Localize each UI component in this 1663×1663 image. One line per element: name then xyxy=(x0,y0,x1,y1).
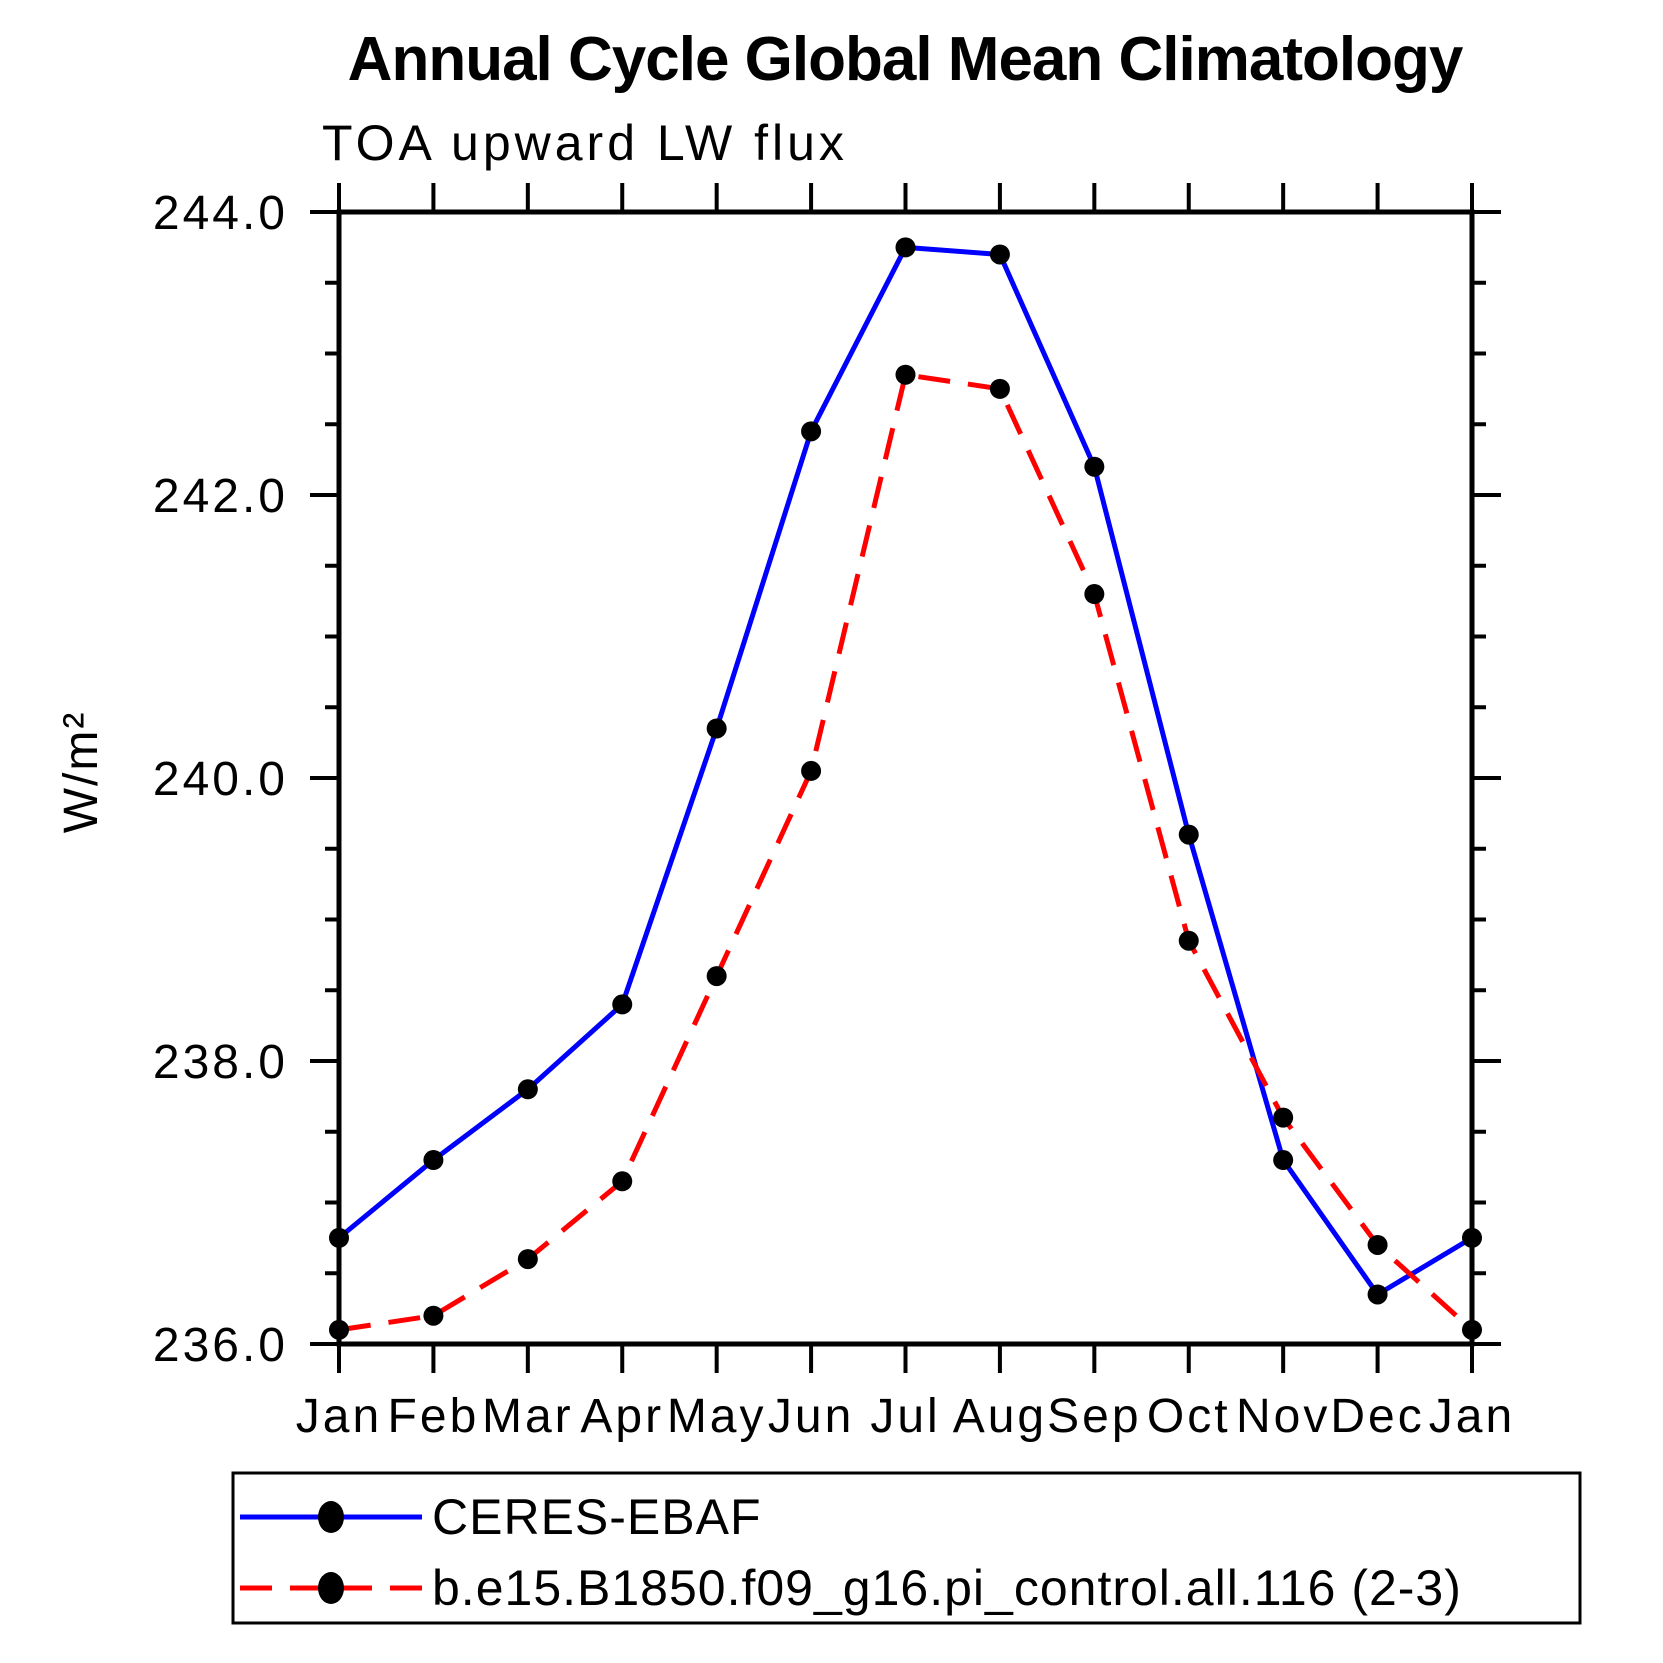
data-point-marker xyxy=(423,1305,444,1326)
y-tick-label: 236.0 xyxy=(153,1319,288,1372)
data-point-marker xyxy=(1462,1227,1482,1248)
x-tick-label: Mar xyxy=(482,1390,574,1443)
legend: CERES-EBAF b.e15.B1850.f09_g16.pi_control… xyxy=(231,1471,1582,1625)
axis-ticks xyxy=(310,183,1501,1373)
data-point-marker xyxy=(1178,930,1199,951)
data-point-marker xyxy=(329,1227,349,1248)
data-point-marker xyxy=(329,1319,349,1340)
legend-marker-1 xyxy=(318,1572,344,1604)
chart-title: Annual Cycle Global Mean Climatology xyxy=(348,25,1464,94)
x-axis-tick-labels: Jan Feb Mar Apr May Jun Jul Aug Sep Oct Nov Dec Jan xyxy=(296,1390,1515,1443)
x-tick-label: Jan xyxy=(296,1390,382,1443)
data-point-marker xyxy=(706,718,727,739)
x-tick-label: Jan xyxy=(1429,1390,1515,1443)
y-axis-tick-labels: 236.0 238.0 240.0 242.0 244.0 xyxy=(153,187,288,1372)
data-point-marker xyxy=(801,760,822,781)
data-series xyxy=(329,237,1482,1340)
legend-label-1: b.e15.B1850.f09_g16.pi_control.all.116 (… xyxy=(432,1560,1462,1616)
legend-marker-0 xyxy=(318,1501,344,1533)
x-tick-label: Dec xyxy=(1330,1390,1424,1443)
y-tick-label: 238.0 xyxy=(153,1036,288,1089)
x-tick-label: Nov xyxy=(1236,1390,1330,1443)
data-point-marker xyxy=(517,1079,538,1100)
data-point-marker xyxy=(423,1150,444,1171)
x-tick-label: Sep xyxy=(1047,1390,1141,1443)
chart-subtitle: TOA upward LW flux xyxy=(322,115,848,171)
y-axis-label: W/m² xyxy=(55,711,108,834)
data-point-marker xyxy=(706,966,727,987)
y-tick-label: 242.0 xyxy=(153,470,288,523)
data-point-marker xyxy=(895,364,916,385)
data-point-marker xyxy=(1462,1319,1482,1340)
data-point-marker xyxy=(612,1171,633,1192)
legend-box xyxy=(231,1471,1582,1625)
x-tick-label: Aug xyxy=(953,1390,1047,1443)
data-point-marker xyxy=(1273,1150,1294,1171)
data-point-marker xyxy=(1273,1107,1294,1128)
x-tick-label: Jun xyxy=(768,1390,854,1443)
data-point-marker xyxy=(1367,1284,1388,1305)
data-point-marker xyxy=(895,237,916,258)
data-point-marker xyxy=(1178,824,1199,845)
data-point-marker xyxy=(517,1249,538,1270)
data-point-marker xyxy=(1084,456,1105,477)
x-tick-label: May xyxy=(667,1390,767,1443)
y-tick-label: 240.0 xyxy=(153,753,288,806)
series-line-0 xyxy=(337,244,1474,1298)
x-tick-label: Jul xyxy=(870,1390,940,1443)
data-point-marker xyxy=(1367,1234,1388,1255)
y-tick-label: 244.0 xyxy=(153,187,288,240)
x-tick-label: Feb xyxy=(388,1390,480,1443)
data-point-marker xyxy=(989,244,1010,265)
data-point-marker xyxy=(989,378,1010,399)
data-point-marker xyxy=(612,994,633,1015)
x-tick-label: Oct xyxy=(1147,1390,1231,1443)
legend-label-0: CERES-EBAF xyxy=(432,1489,762,1545)
x-tick-label: Apr xyxy=(580,1390,664,1443)
data-point-marker xyxy=(801,421,822,442)
data-point-marker xyxy=(1084,584,1105,605)
